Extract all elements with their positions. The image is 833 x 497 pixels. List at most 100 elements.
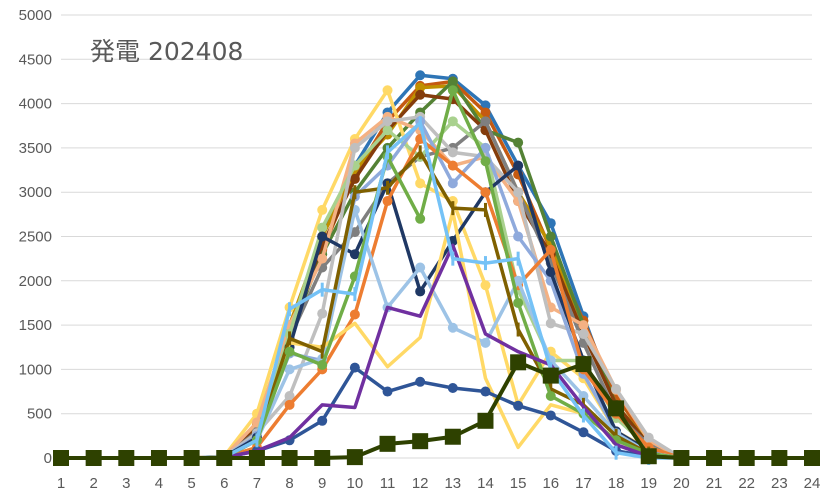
x-tick-label: 3	[122, 475, 130, 492]
series-group	[53, 70, 820, 466]
data-point	[771, 450, 788, 466]
series-line	[61, 119, 812, 460]
y-tick-label: 500	[27, 406, 52, 423]
data-point	[578, 427, 589, 438]
series-line	[61, 360, 812, 460]
x-tick-label: 16	[542, 475, 559, 492]
data-point	[284, 399, 295, 410]
x-tick-label: 18	[608, 475, 625, 492]
data-point	[513, 231, 524, 242]
series-line	[61, 121, 812, 460]
series-line	[61, 365, 812, 460]
data-point	[611, 383, 622, 394]
y-tick-label: 1500	[19, 317, 52, 334]
data-point	[804, 450, 820, 466]
data-point	[447, 160, 458, 171]
x-tick-label: 23	[771, 475, 788, 492]
series-line	[61, 119, 812, 460]
data-point	[415, 262, 426, 273]
data-point	[284, 364, 295, 375]
data-point	[216, 450, 233, 466]
data-point	[317, 222, 328, 233]
data-point	[444, 428, 461, 445]
data-point	[415, 70, 426, 81]
x-axis-tick-labels: 1 2 3 4 5 6 7 8 9 10 11 12 13 14 15 16 17 18 19 20 21 22 23 24	[57, 475, 821, 492]
x-tick-label: 17	[575, 475, 592, 492]
x-tick-label: 5	[187, 475, 195, 492]
data-point	[513, 400, 524, 411]
series-line	[61, 209, 812, 460]
data-point	[248, 450, 265, 466]
data-point	[480, 337, 491, 348]
series-12	[56, 160, 817, 463]
data-point	[578, 328, 589, 339]
data-point	[349, 249, 360, 260]
x-tick-label: 19	[640, 475, 657, 492]
series-6	[56, 116, 817, 463]
data-point	[382, 116, 393, 127]
data-point	[317, 359, 328, 370]
series-8	[56, 111, 817, 463]
data-point	[480, 280, 491, 291]
data-point	[382, 196, 393, 207]
data-point	[317, 253, 328, 264]
data-point	[415, 82, 426, 93]
x-tick-label: 20	[673, 475, 690, 492]
x-tick-label: 6	[220, 475, 228, 492]
data-point	[447, 76, 458, 87]
data-point	[284, 346, 295, 357]
series-9	[56, 116, 817, 463]
data-point	[480, 142, 491, 153]
data-point	[382, 386, 393, 397]
y-tick-label: 1000	[19, 361, 52, 378]
series-line	[61, 115, 812, 460]
x-tick-label: 2	[89, 475, 97, 492]
data-point	[447, 116, 458, 127]
x-tick-label: 9	[318, 475, 326, 492]
x-tick-label: 22	[738, 475, 755, 492]
data-point	[477, 412, 494, 429]
data-point	[382, 125, 393, 136]
data-point	[317, 308, 328, 319]
series-21	[53, 354, 820, 466]
y-tick-label: 3500	[19, 140, 52, 157]
series-14	[56, 204, 817, 463]
data-point	[738, 450, 755, 466]
series-line	[61, 115, 812, 460]
data-point	[480, 107, 491, 118]
x-tick-label: 7	[253, 475, 261, 492]
series-15	[61, 209, 812, 460]
data-point	[382, 85, 393, 96]
data-point	[415, 178, 426, 189]
data-point	[513, 275, 524, 286]
y-axis-tick-labels: 0 500 1000 1500 2000 2500 3000 3500 4000 4500 5000	[19, 7, 52, 467]
data-point	[545, 266, 556, 277]
data-point	[480, 156, 491, 167]
data-point	[480, 187, 491, 198]
series-line	[61, 119, 812, 460]
y-tick-label: 5000	[19, 7, 52, 24]
data-point	[53, 450, 69, 466]
data-point	[545, 231, 556, 242]
series-line	[61, 243, 812, 460]
data-point	[545, 318, 556, 329]
y-tick-label: 4500	[19, 51, 52, 68]
data-point	[284, 390, 295, 401]
data-point	[317, 231, 328, 242]
y-tick-label: 2500	[19, 229, 52, 246]
data-point	[150, 450, 167, 466]
x-tick-label: 10	[347, 475, 364, 492]
data-point	[346, 449, 363, 466]
data-point	[317, 415, 328, 426]
data-point	[480, 386, 491, 397]
data-point	[412, 433, 429, 450]
data-point	[578, 320, 589, 331]
data-point	[447, 85, 458, 96]
x-tick-label: 13	[444, 475, 461, 492]
x-tick-label: 12	[412, 475, 429, 492]
gridlines	[61, 14, 812, 459]
data-point	[513, 160, 524, 171]
data-point	[349, 309, 360, 320]
chart-title: 発電 202408	[90, 37, 243, 66]
data-point	[578, 390, 589, 401]
